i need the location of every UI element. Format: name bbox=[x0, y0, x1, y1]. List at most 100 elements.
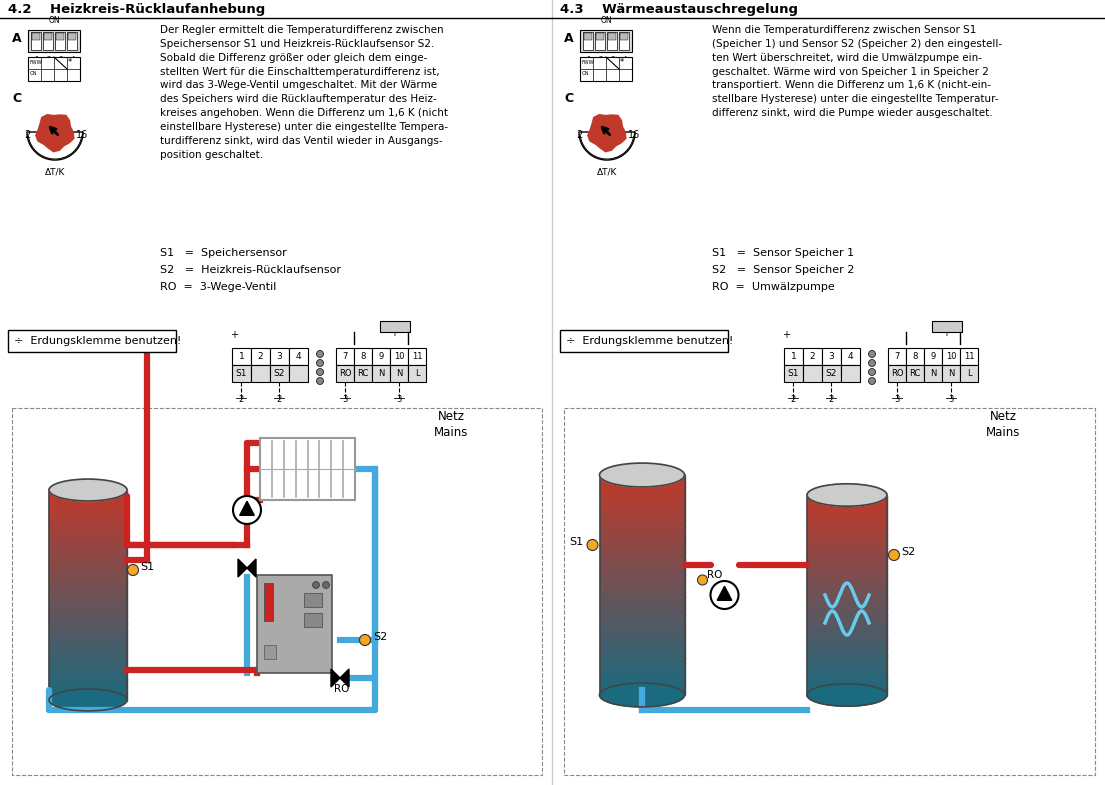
Text: 2: 2 bbox=[828, 395, 833, 404]
Text: 8: 8 bbox=[360, 352, 366, 361]
Bar bbox=[304, 613, 322, 627]
Bar bbox=[807, 668, 887, 672]
Bar bbox=[600, 662, 684, 666]
Bar bbox=[807, 535, 887, 539]
Bar bbox=[600, 552, 684, 556]
Bar bbox=[55, 32, 65, 50]
Text: S1: S1 bbox=[569, 537, 583, 547]
Text: OFF: OFF bbox=[46, 57, 61, 66]
Bar bbox=[600, 615, 684, 619]
Bar bbox=[600, 655, 684, 659]
Bar bbox=[49, 539, 127, 543]
Bar bbox=[49, 633, 127, 637]
Bar bbox=[807, 512, 887, 516]
Bar bbox=[600, 538, 684, 542]
Bar bbox=[600, 618, 684, 623]
Bar bbox=[560, 330, 728, 352]
Bar bbox=[49, 542, 127, 546]
Text: S2: S2 bbox=[274, 369, 285, 378]
Bar bbox=[49, 525, 127, 529]
Circle shape bbox=[869, 360, 875, 367]
Bar bbox=[251, 348, 270, 365]
Polygon shape bbox=[248, 559, 256, 577]
Bar bbox=[564, 408, 1095, 775]
Polygon shape bbox=[332, 669, 340, 687]
Bar bbox=[807, 571, 887, 575]
Bar bbox=[807, 655, 887, 659]
Bar bbox=[807, 625, 887, 629]
Text: RO: RO bbox=[335, 684, 349, 694]
Bar bbox=[49, 679, 127, 683]
Bar bbox=[390, 365, 408, 382]
Text: S2: S2 bbox=[901, 547, 915, 557]
Bar bbox=[49, 595, 127, 599]
Bar bbox=[841, 348, 860, 365]
Bar bbox=[49, 689, 127, 693]
Text: S2   =  Heizkreis-Rücklaufsensor: S2 = Heizkreis-Rücklaufsensor bbox=[160, 265, 341, 275]
Bar bbox=[600, 578, 684, 582]
Circle shape bbox=[233, 496, 261, 524]
Bar bbox=[600, 593, 684, 597]
Bar bbox=[49, 693, 127, 697]
Bar bbox=[270, 365, 290, 382]
Bar bbox=[906, 365, 924, 382]
Bar bbox=[600, 585, 684, 590]
Bar bbox=[354, 365, 372, 382]
Text: ÷  Erdungsklemme benutzen!: ÷ Erdungsklemme benutzen! bbox=[566, 336, 734, 346]
Bar bbox=[600, 515, 684, 520]
Text: S1   =  Sensor Speicher 1: S1 = Sensor Speicher 1 bbox=[712, 248, 854, 258]
Bar bbox=[807, 635, 887, 639]
Bar bbox=[600, 508, 684, 512]
Bar bbox=[600, 560, 684, 564]
Bar bbox=[251, 365, 270, 382]
Text: ON: ON bbox=[30, 71, 38, 76]
Bar bbox=[49, 669, 127, 673]
Polygon shape bbox=[340, 669, 349, 687]
Bar bbox=[0, 0, 552, 18]
Bar bbox=[600, 530, 684, 534]
Bar bbox=[49, 658, 127, 662]
Polygon shape bbox=[240, 502, 254, 515]
Bar bbox=[49, 535, 127, 539]
Bar bbox=[49, 696, 127, 700]
Bar bbox=[600, 523, 684, 527]
Bar bbox=[807, 515, 887, 519]
Text: N: N bbox=[396, 369, 402, 378]
Bar bbox=[69, 33, 76, 40]
Text: 11: 11 bbox=[412, 352, 422, 361]
Bar bbox=[600, 567, 684, 571]
Text: 3: 3 bbox=[948, 395, 954, 404]
Text: RC: RC bbox=[357, 369, 369, 378]
Bar bbox=[49, 497, 127, 501]
Bar bbox=[49, 605, 127, 609]
Circle shape bbox=[316, 360, 324, 367]
Bar bbox=[49, 588, 127, 592]
Bar bbox=[807, 612, 887, 615]
Circle shape bbox=[313, 582, 319, 589]
Bar bbox=[49, 619, 127, 623]
Bar bbox=[807, 542, 887, 546]
Bar bbox=[600, 475, 684, 695]
Bar bbox=[600, 582, 684, 586]
Bar bbox=[49, 686, 127, 690]
Bar bbox=[49, 501, 127, 505]
Bar bbox=[49, 644, 127, 648]
Bar bbox=[49, 518, 127, 522]
Circle shape bbox=[697, 575, 707, 585]
Text: *: * bbox=[69, 59, 72, 68]
Bar bbox=[807, 692, 887, 696]
Text: 3: 3 bbox=[829, 352, 834, 361]
Bar bbox=[807, 582, 887, 586]
Ellipse shape bbox=[49, 689, 127, 711]
Bar bbox=[807, 608, 887, 612]
Bar bbox=[49, 571, 127, 575]
Bar bbox=[600, 589, 684, 593]
Bar bbox=[807, 588, 887, 592]
Bar bbox=[600, 526, 684, 531]
Bar bbox=[49, 616, 127, 620]
Bar bbox=[960, 348, 978, 365]
Bar bbox=[941, 348, 960, 365]
Bar bbox=[807, 555, 887, 559]
Bar bbox=[807, 619, 887, 623]
Bar bbox=[585, 33, 592, 40]
